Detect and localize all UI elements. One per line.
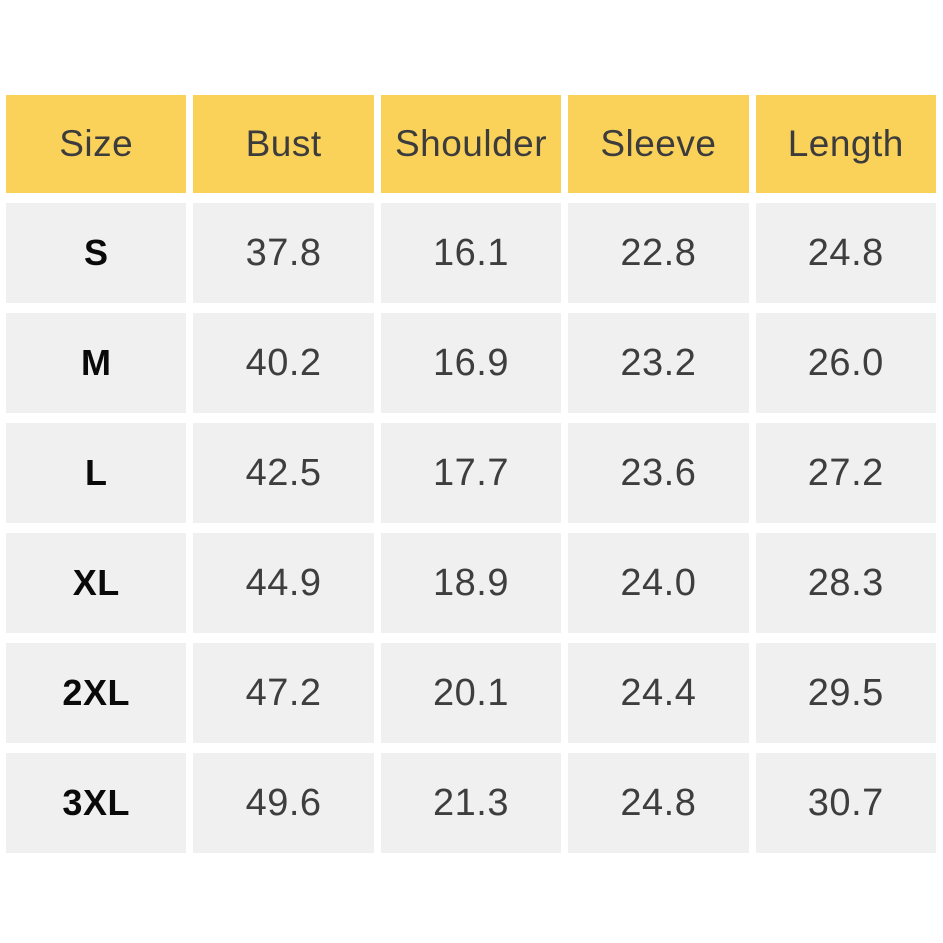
- length-cell-xl: 28.3: [755, 533, 936, 633]
- size-cell-s: S: [6, 203, 187, 303]
- shoulder-cell-2xl: 20.1: [380, 643, 562, 743]
- length-cell-m: 26.0: [755, 313, 936, 413]
- shoulder-cell-l: 17.7: [380, 423, 562, 523]
- bust-cell-s: 37.8: [193, 203, 374, 303]
- sleeve-cell-2xl: 24.4: [568, 643, 749, 743]
- size-cell-xl: XL: [6, 533, 187, 633]
- length-cell-s: 24.8: [755, 203, 936, 303]
- shoulder-cell-s: 16.1: [380, 203, 562, 303]
- sleeve-cell-xl: 24.0: [568, 533, 749, 633]
- length-cell-l: 27.2: [755, 423, 936, 523]
- header-cell-bust: Bust: [193, 95, 374, 193]
- shoulder-cell-3xl: 21.3: [380, 753, 562, 853]
- size-chart-table: Size Bust Shoulder Sleeve Length S 37.8 …: [6, 95, 936, 853]
- header-cell-shoulder: Shoulder: [380, 95, 562, 193]
- length-cell-2xl: 29.5: [755, 643, 936, 743]
- shoulder-cell-m: 16.9: [380, 313, 562, 413]
- bust-cell-3xl: 49.6: [193, 753, 374, 853]
- header-cell-size: Size: [6, 95, 187, 193]
- bust-cell-2xl: 47.2: [193, 643, 374, 743]
- header-cell-length: Length: [755, 95, 936, 193]
- size-cell-3xl: 3XL: [6, 753, 187, 853]
- sleeve-cell-3xl: 24.8: [568, 753, 749, 853]
- bust-cell-m: 40.2: [193, 313, 374, 413]
- size-cell-l: L: [6, 423, 187, 523]
- shoulder-cell-xl: 18.9: [380, 533, 562, 633]
- sleeve-cell-m: 23.2: [568, 313, 749, 413]
- length-cell-3xl: 30.7: [755, 753, 936, 853]
- bust-cell-l: 42.5: [193, 423, 374, 523]
- sleeve-cell-s: 22.8: [568, 203, 749, 303]
- size-cell-m: M: [6, 313, 187, 413]
- bust-cell-xl: 44.9: [193, 533, 374, 633]
- size-cell-2xl: 2XL: [6, 643, 187, 743]
- header-cell-sleeve: Sleeve: [568, 95, 749, 193]
- sleeve-cell-l: 23.6: [568, 423, 749, 523]
